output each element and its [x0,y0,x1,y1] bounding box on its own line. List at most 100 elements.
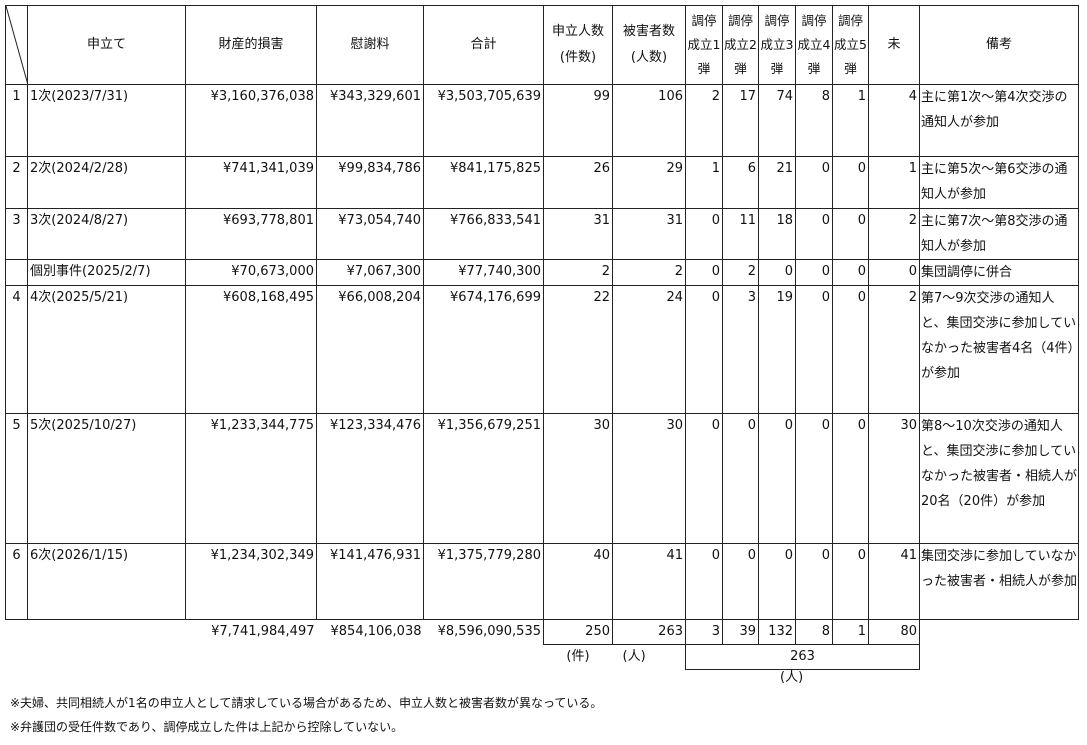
cell-total: ¥1,375,779,280 [423,543,544,620]
cell-s1: 0 [685,259,723,286]
cell-s3: 0 [758,413,796,544]
units-row: (件) (人) 263 [6,644,1079,670]
total-settle4: 8 [795,619,833,645]
cell-application: 4次(2025/5/21) [27,285,186,414]
total-property-damage: ¥7,741,984,497 [211,624,315,639]
cell-victims: 2 [612,259,686,286]
cell-s2: 17 [722,84,759,157]
header-settle1: 調停成立1弾 [685,5,723,85]
cell-s4: 8 [795,84,833,157]
total-settle2: 39 [722,619,759,645]
cell-no: 2 [5,156,28,209]
cell-s5: 0 [832,156,869,209]
cell-s1: 1 [685,156,723,209]
cell-s1: 0 [685,543,723,620]
cell-consolation: ¥343,329,601 [316,84,424,157]
cell-consolation: ¥66,008,204 [316,285,424,414]
table-row: 2 2次(2024/2/28) ¥741,341,039 ¥99,834,786 ¥84… [5,156,1079,209]
cell-no [5,259,28,286]
cell-s5: 0 [832,208,869,260]
cell-s4: 0 [795,156,833,209]
cell-no: 5 [5,413,28,544]
cell-s5: 0 [832,285,869,414]
cell-property-damage: ¥1,233,344,775 [185,413,317,544]
total-settle5: 1 [832,619,869,645]
cell-property-damage: ¥608,168,495 [185,285,317,414]
total-consolation: ¥854,106,038 [330,624,422,639]
cell-consolation: ¥141,476,931 [316,543,424,620]
cell-applicants: 30 [543,413,613,544]
cell-s4: 0 [795,543,833,620]
cell-consolation: ¥99,834,786 [316,156,424,209]
diagonal-line [6,6,27,82]
cell-application: 5次(2025/10/27) [27,413,186,544]
cell-s2: 0 [722,543,759,620]
cell-consolation: ¥73,054,740 [316,208,424,260]
cell-s2: 6 [722,156,759,209]
cell-s2: 2 [722,259,759,286]
cell-pending: 41 [868,543,920,620]
header-application: 申立て [27,5,186,85]
header-settle3: 調停成立3弾 [758,5,796,85]
header-remarks: 備考 [919,5,1079,85]
cell-s2: 3 [722,285,759,414]
cell-total: ¥674,176,699 [423,285,544,414]
table-row: 5 5次(2025/10/27) ¥1,233,344,775 ¥123,334,47… [5,413,1079,544]
cell-application: 3次(2024/8/27) [27,208,186,260]
cell-pending: 4 [868,84,920,157]
total-pending: 80 [868,619,920,645]
footnote-1: ※夫婦、共同相続人が1名の申立人として請求している場合があるため、申立人数と被害… [10,696,603,710]
header-consolation: 慰謝料 [316,5,424,85]
cell-remarks: 主に第5次～第6交渉の通知人が参加 [919,156,1079,209]
cell-s3: 18 [758,208,796,260]
header-settle2: 調停成立2弾 [722,5,759,85]
cell-remarks: 第8～10次交渉の通知人と、集団交渉に参加していなかった被害者・相続人が20名（… [919,413,1079,544]
cell-no: 6 [5,543,28,620]
header-victims: 被害者数 (人数) [612,5,686,85]
cell-s2: 11 [722,208,759,260]
cell-pending: 2 [868,285,920,414]
cell-applicants: 99 [543,84,613,157]
header-property-damage: 財産的損害 [185,5,317,85]
cell-pending: 1 [868,156,920,209]
cell-total: ¥3,503,705,639 [423,84,544,157]
cell-s1: 0 [685,208,723,260]
cell-s3: 0 [758,259,796,286]
cell-pending: 2 [868,208,920,260]
unit-victims: (人) [622,649,646,664]
cell-s3: 19 [758,285,796,414]
cell-application: 6次(2026/1/15) [27,543,186,620]
cell-s4: 0 [795,413,833,544]
grand-total-unit: (人) [780,670,804,685]
table-row: 3 3次(2024/8/27) ¥693,778,801 ¥73,054,740 ¥76… [5,208,1079,260]
cell-victims: 29 [612,156,686,209]
total-settle3: 132 [758,619,796,645]
cell-victims: 30 [612,413,686,544]
header-row: 申立て 財産的損害 慰謝料 合計 申立人数 (件数) 被害者数 (人数) 調停成… [5,5,1079,85]
header-settle5: 調停成立5弾 [832,5,869,85]
cell-s2: 0 [722,413,759,544]
table-row: 個別事件(2025/2/7) ¥70,673,000 ¥7,067,300 ¥77,7… [5,259,1079,286]
header-applicants: 申立人数 (件数) [543,5,613,85]
cell-s5: 1 [832,84,869,157]
total-settle1: 3 [685,619,723,645]
cell-application: 個別事件(2025/2/7) [27,259,186,286]
cell-applicants: 40 [543,543,613,620]
cell-victims: 106 [612,84,686,157]
cell-property-damage: ¥70,673,000 [185,259,317,286]
table-row: 4 4次(2025/5/21) ¥608,168,495 ¥66,008,204 ¥67… [5,285,1079,414]
cell-victims: 41 [612,543,686,620]
cell-s5: 0 [832,259,869,286]
cell-remarks: 集団調停に併合 [919,259,1079,286]
cell-s3: 74 [758,84,796,157]
cell-property-damage: ¥693,778,801 [185,208,317,260]
cell-pending: 0 [868,259,920,286]
cell-remarks: 主に第7次～第8交渉の通知人が参加 [919,208,1079,260]
cell-application: 2次(2024/2/28) [27,156,186,209]
cell-application: 1次(2023/7/31) [27,84,186,157]
cell-no: 4 [5,285,28,414]
header-pending: 未 [868,5,920,85]
cell-applicants: 22 [543,285,613,414]
footnote-2: ※弁護団の受任件数であり、調停成立した件は上記から控除していない。 [10,720,404,734]
cell-pending: 30 [868,413,920,544]
